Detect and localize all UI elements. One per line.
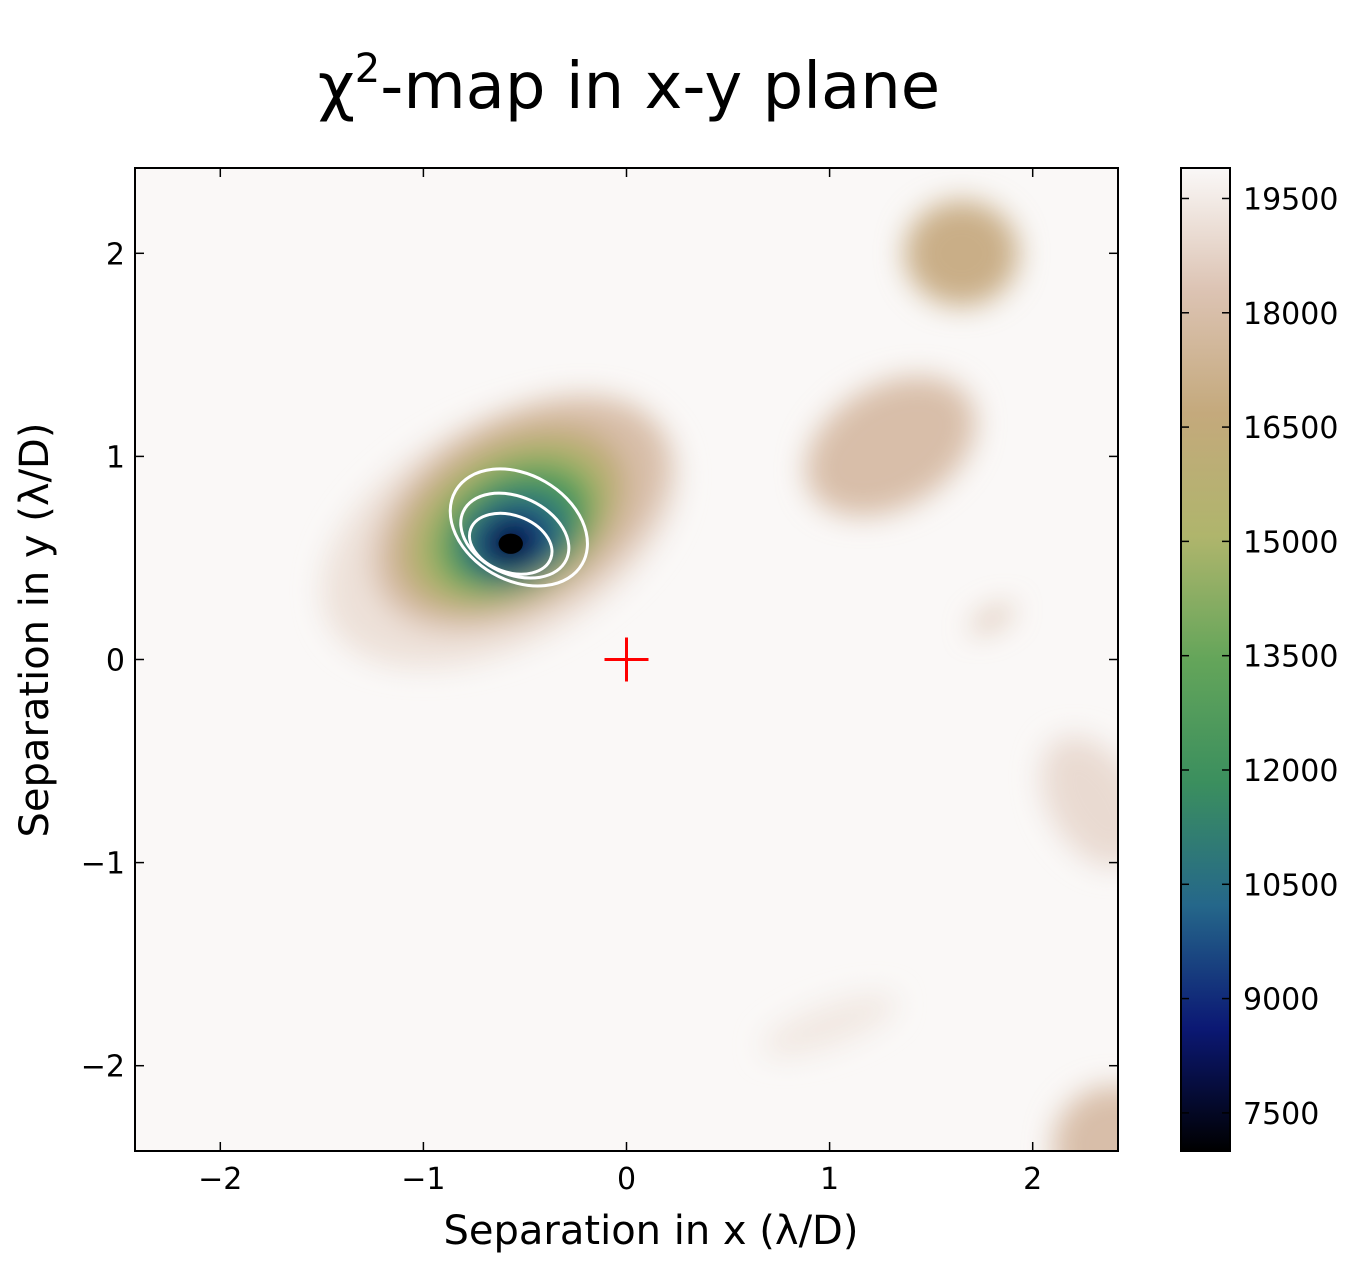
colorbar-tick-label: 18000 <box>1243 297 1338 332</box>
y-tick-label: 0 <box>106 644 125 679</box>
colorbar-tick-label: 13500 <box>1243 640 1338 675</box>
x-tick-label: 2 <box>1023 1162 1042 1197</box>
chart-title: χ2-map in x-y plane <box>318 46 940 124</box>
secondary-minimum <box>805 376 976 517</box>
heatmap-image <box>322 200 1118 1151</box>
secondary-minimum <box>1053 1086 1118 1151</box>
y-axis-label: Separation in y (λ/D) <box>12 423 58 838</box>
colorbar: 7500 9000 10500 12000 13500 15000 16500 18000 19… <box>1180 167 1338 1152</box>
confidence-contour <box>459 491 571 580</box>
confidence-contour <box>448 467 589 588</box>
y-tick-label: 2 <box>106 237 125 272</box>
colorbar-gradient <box>1181 168 1230 1151</box>
colorbar-tick-label: 15000 <box>1243 525 1338 560</box>
secondary-minimum <box>1041 736 1118 868</box>
contour-lines <box>448 467 589 588</box>
colorbar-frame <box>1180 167 1231 1152</box>
secondary-minimum <box>904 200 1019 307</box>
secondary-minimum <box>762 994 897 1056</box>
y-tick-label: −2 <box>81 1050 125 1085</box>
origin-marker <box>604 637 649 682</box>
plot-area: −2 −1 0 1 2 −2 −1 0 1 2 <box>81 167 1119 1197</box>
colorbar-ticks: 7500 9000 10500 12000 13500 15000 16500 18000 19… <box>1181 182 1338 1132</box>
heatmap-smooth-layer <box>322 200 1118 1151</box>
colorbar-tick-label: 12000 <box>1243 754 1338 789</box>
x-tick-label: 0 <box>617 1162 636 1197</box>
x-tick-label: −2 <box>198 1162 242 1197</box>
x-tick-label: −1 <box>401 1162 445 1197</box>
colorbar-tick-label: 19500 <box>1243 182 1338 217</box>
colorbar-tick-label: 10500 <box>1243 868 1338 903</box>
chi2-minimum-core <box>498 533 523 554</box>
x-axis-label: Separation in x (λ/D) <box>444 1208 859 1254</box>
x-tick-label: 1 <box>820 1162 839 1197</box>
y-tick-label: 1 <box>106 440 125 475</box>
secondary-minimum <box>970 604 1014 633</box>
colorbar-tick-label: 7500 <box>1243 1097 1319 1132</box>
y-tick-label: −1 <box>81 847 125 882</box>
colorbar-tick-label: 16500 <box>1243 411 1338 446</box>
axis-ticks: −2 −1 0 1 2 −2 −1 0 1 2 <box>81 168 1118 1197</box>
colorbar-tick-label: 9000 <box>1243 983 1319 1018</box>
